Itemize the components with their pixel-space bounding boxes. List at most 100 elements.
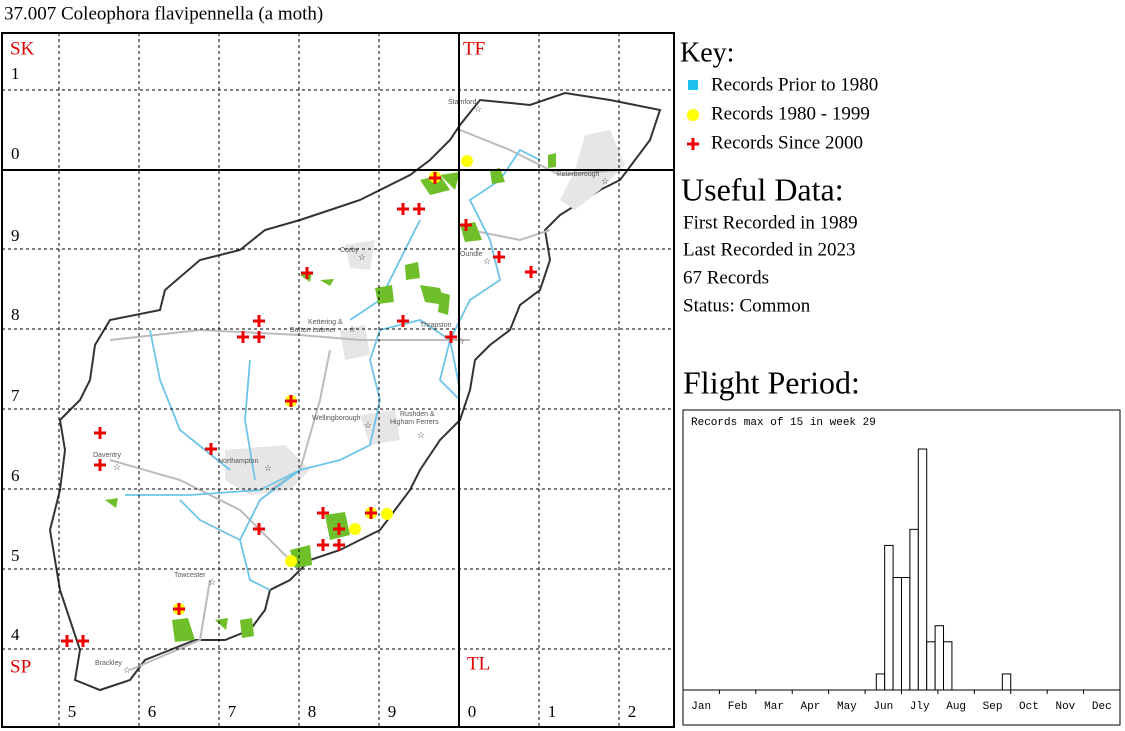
town-marker: ☆ xyxy=(113,462,121,472)
bar xyxy=(875,673,886,691)
record-since-2000 xyxy=(237,331,249,343)
chart-subtitle: Records max of 15 in week 29 xyxy=(691,417,876,429)
key-item: Records Prior to 1980 xyxy=(711,74,878,95)
key-title: Key: xyxy=(680,37,734,68)
woodland xyxy=(420,285,445,305)
town-marker: ☆ xyxy=(264,463,272,473)
river xyxy=(179,499,241,541)
record-since-2000 xyxy=(253,331,265,343)
record-since-2000 xyxy=(493,251,505,263)
row-label: 7 xyxy=(11,386,20,405)
woodland xyxy=(405,262,420,280)
data-line: Status: Common xyxy=(683,295,811,316)
month-label: May xyxy=(837,701,857,713)
woodland xyxy=(438,292,450,315)
record-since-2000 xyxy=(413,203,425,215)
grid xyxy=(2,33,674,727)
town-label: Higham Ferrers xyxy=(390,419,439,426)
urban-area xyxy=(360,410,400,445)
woodland xyxy=(215,618,228,630)
histogram: Jan Feb Mar Apr May Jun Jly Aug Sep Oct Nov Dec xyxy=(682,448,1120,713)
woodland xyxy=(490,168,505,184)
town-marker: ☆ xyxy=(417,430,425,440)
month-label: Feb xyxy=(728,701,748,713)
urban-area xyxy=(225,445,310,495)
record-since-2000 xyxy=(301,267,313,279)
row-label: 5 xyxy=(11,546,20,565)
woodland xyxy=(172,618,195,642)
col-label: 9 xyxy=(388,702,397,721)
town-label: Rushden & xyxy=(400,411,435,418)
row-label: 0 xyxy=(11,144,20,163)
woodland xyxy=(320,279,334,286)
col-label: 0 xyxy=(468,702,477,721)
town-label: Northampton xyxy=(218,458,259,465)
month-label: Oct xyxy=(1019,701,1039,713)
bar xyxy=(926,641,936,691)
river xyxy=(449,148,541,391)
data-line: 67 Records xyxy=(683,267,769,288)
town-marker: ☆ xyxy=(601,176,609,186)
data-line: Last Recorded in 2023 xyxy=(683,239,856,260)
bar xyxy=(884,544,894,691)
data-line: First Recorded in 1989 xyxy=(683,212,858,233)
section-title: Useful Data: xyxy=(681,171,844,207)
chart-title: Flight Period: xyxy=(683,364,860,400)
record-since-2000 xyxy=(317,507,329,519)
col-label: 6 xyxy=(148,702,157,721)
town-label: Peterborough xyxy=(557,171,600,178)
row-label: 4 xyxy=(11,625,20,644)
town-label: Wellingborough xyxy=(312,415,361,422)
town-label: Corby xyxy=(340,247,359,254)
town-marker: ☆ xyxy=(364,420,372,430)
road xyxy=(459,129,621,177)
square-label: TF xyxy=(463,38,485,59)
town-marker: ☆ xyxy=(208,577,216,587)
key-item: Records Since 2000 xyxy=(711,132,863,153)
key-item: Records 1980 - 1999 xyxy=(711,103,870,124)
town-marker: ☆ xyxy=(457,336,465,346)
woodland xyxy=(420,175,450,195)
record-since-2000 xyxy=(253,523,265,535)
month-label: Jly xyxy=(910,701,930,713)
woodland xyxy=(105,153,556,642)
col-label: 5 xyxy=(68,702,77,721)
record-since-2000 xyxy=(61,635,73,647)
record-since-2000 xyxy=(285,395,297,407)
map-border xyxy=(1,32,675,728)
square-label: TL xyxy=(467,653,490,674)
bar xyxy=(934,625,945,691)
record-1980-1999 xyxy=(461,155,473,167)
record-since-2000 xyxy=(94,427,106,439)
urban-area xyxy=(345,240,375,270)
month-label: Jan xyxy=(691,701,711,713)
town-label: Burton Latimer xyxy=(290,327,337,334)
bar xyxy=(1001,673,1012,691)
row-label: 6 xyxy=(11,466,20,485)
month-label: Dec xyxy=(1092,701,1112,713)
month-label: Mar xyxy=(764,701,784,713)
col-label: 2 xyxy=(628,702,637,721)
month-label: Sep xyxy=(983,701,1003,713)
town-marker: ☆ xyxy=(483,256,491,266)
row-label: 8 xyxy=(11,305,20,324)
bar xyxy=(909,528,919,691)
bar xyxy=(943,641,953,691)
road xyxy=(109,328,470,341)
bar xyxy=(892,577,902,691)
record-since-2000 xyxy=(205,443,217,455)
town-marker: ☆ xyxy=(123,665,131,675)
woodland xyxy=(548,153,556,168)
record-since-2000 xyxy=(365,507,377,519)
river xyxy=(244,359,256,481)
town-label: Daventry xyxy=(93,452,122,459)
record-since-2000 xyxy=(525,266,537,278)
town-label: Towcester xyxy=(174,572,206,579)
col-label: 8 xyxy=(308,702,317,721)
town-label: Thrapston xyxy=(420,322,452,329)
key-icon xyxy=(687,138,699,150)
town-label: Oundle xyxy=(460,251,483,258)
woodland xyxy=(105,498,118,508)
